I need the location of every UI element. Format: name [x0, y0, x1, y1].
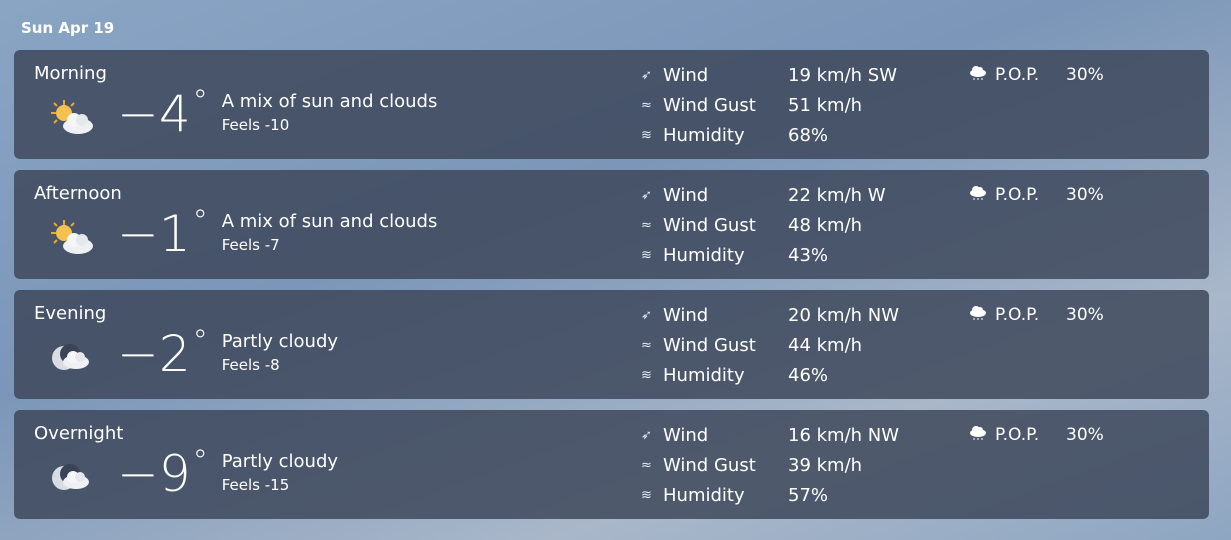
wind-label: Wind	[663, 184, 709, 206]
rain-cloud-icon	[969, 185, 995, 206]
humidity-icon: ≋	[641, 487, 652, 503]
condition-description: Partly cloudy	[221, 331, 339, 352]
moon-cloud-icon	[46, 458, 96, 498]
degree-symbol: °	[192, 444, 208, 479]
condition-text: A mix of sun and clouds Feels -7	[222, 204, 438, 256]
wind-gust-label: Wind Gust	[663, 334, 756, 356]
temperature-value: −4	[117, 85, 191, 143]
pop-value: 30%	[1066, 185, 1104, 205]
temperature-value: −9	[117, 445, 191, 503]
wind-gust-icon: ≈	[641, 337, 652, 353]
pop-label: P.O.P.	[995, 305, 1040, 325]
temperature-value: −1	[117, 205, 191, 263]
humidity-value: 46%	[788, 364, 829, 386]
wind-gust-value: 39 km/h	[788, 454, 863, 476]
temperature: −2 °	[117, 324, 208, 384]
wind-direction-icon: ➶	[641, 307, 652, 323]
humidity-icon: ≋	[641, 367, 652, 383]
feels-like: Feels -10	[221, 116, 290, 134]
humidity-icon: ≋	[641, 127, 652, 143]
feels-like: Feels -7	[221, 236, 280, 254]
condition-text: Partly cloudy Feels -15	[222, 444, 338, 496]
wind-gust-label: Wind Gust	[663, 214, 756, 236]
pop-label: P.O.P.	[995, 65, 1040, 85]
degree-symbol: °	[192, 204, 208, 239]
condition-text: A mix of sun and clouds Feels -10	[222, 84, 438, 136]
pop-value: 30%	[1066, 65, 1104, 85]
wind-direction-icon: ➶	[641, 187, 652, 203]
humidity-label: Humidity	[663, 124, 745, 146]
degree-symbol: °	[192, 84, 208, 119]
moon-cloud-icon	[46, 338, 96, 378]
condition-description: A mix of sun and clouds	[221, 91, 438, 112]
humidity-label: Humidity	[663, 244, 745, 266]
wind-label: Wind	[663, 64, 709, 86]
humidity-value: 57%	[788, 484, 829, 506]
humidity-value: 43%	[788, 244, 829, 266]
wind-value: 19 km/h SW	[788, 64, 898, 86]
rain-cloud-icon	[969, 305, 995, 326]
wind-gust-value: 48 km/h	[788, 214, 863, 236]
temperature-value: −2	[117, 325, 191, 383]
rain-cloud-icon	[969, 65, 995, 86]
wind-direction-icon: ➶	[641, 427, 652, 443]
condition-text: Partly cloudy Feels -8	[222, 324, 338, 376]
period-label: Evening	[34, 303, 107, 324]
rain-cloud-icon	[969, 425, 995, 446]
pop-value: 30%	[1066, 305, 1104, 325]
humidity-label: Humidity	[663, 364, 745, 386]
wind-direction-icon: ➶	[641, 67, 652, 83]
forecast-card-afternoon: Afternoon −1 ° A mix of sun and clouds Fe…	[14, 170, 1209, 279]
wind-gust-value: 44 km/h	[788, 334, 863, 356]
humidity-label: Humidity	[663, 484, 745, 506]
sun-cloud-icon	[46, 98, 96, 138]
wind-label: Wind	[663, 424, 709, 446]
wind-gust-value: 51 km/h	[788, 94, 863, 116]
conditions-summary: −4 ° A mix of sun and clouds Feels -10	[117, 84, 437, 144]
period-label: Overnight	[34, 423, 124, 444]
wind-value: 22 km/h W	[788, 184, 886, 206]
wind-label: Wind	[663, 304, 709, 326]
feels-like: Feels -8	[221, 356, 280, 374]
temperature: −4 °	[117, 84, 208, 144]
condition-description: Partly cloudy	[221, 451, 339, 472]
pop-value: 30%	[1066, 425, 1104, 445]
forecast-card-overnight: Overnight −9 ° Partly cloudy Feels -15 ➶ W…	[14, 410, 1209, 519]
wind-gust-label: Wind Gust	[663, 454, 756, 476]
conditions-summary: −2 ° Partly cloudy Feels -8	[117, 324, 338, 384]
wind-value: 16 km/h NW	[788, 424, 900, 446]
forecast-card-morning: Morning −4 ° A mix of sun and clouds Feel…	[14, 50, 1209, 159]
wind-gust-label: Wind Gust	[663, 94, 756, 116]
wind-gust-icon: ≈	[641, 217, 652, 233]
temperature: −1 °	[117, 204, 208, 264]
humidity-icon: ≋	[641, 247, 652, 263]
period-label: Morning	[34, 63, 107, 84]
conditions-summary: −1 ° A mix of sun and clouds Feels -7	[117, 204, 437, 264]
humidity-value: 68%	[788, 124, 829, 146]
conditions-summary: −9 ° Partly cloudy Feels -15	[117, 444, 338, 504]
period-label: Afternoon	[34, 183, 122, 204]
feels-like: Feels -15	[221, 476, 290, 494]
forecast-card-evening: Evening −2 ° Partly cloudy Feels -8 ➶ Wind…	[14, 290, 1209, 399]
pop-label: P.O.P.	[995, 185, 1040, 205]
degree-symbol: °	[192, 324, 208, 359]
wind-gust-icon: ≈	[641, 97, 652, 113]
condition-description: A mix of sun and clouds	[221, 211, 438, 232]
pop-label: P.O.P.	[995, 425, 1040, 445]
sun-cloud-icon	[46, 218, 96, 258]
wind-gust-icon: ≈	[641, 457, 652, 473]
wind-value: 20 km/h NW	[788, 304, 900, 326]
date-heading: Sun Apr 19	[21, 19, 115, 37]
temperature: −9 °	[117, 444, 208, 504]
